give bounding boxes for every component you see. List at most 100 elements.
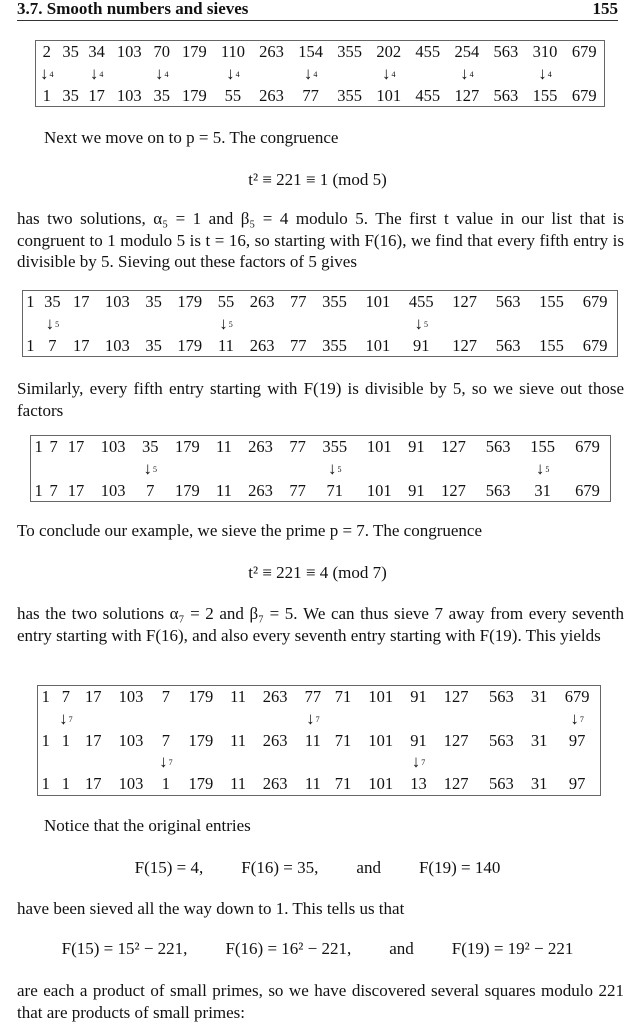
table-cell: 455 xyxy=(415,85,441,105)
equation: t² ≡ 221 ≡ 4 (mod 7) xyxy=(248,563,387,582)
sieve-arrow-icon xyxy=(284,313,313,335)
sieve-arrow-icon xyxy=(358,751,403,773)
table-cell: 563 xyxy=(485,480,511,500)
table-cell: 155 xyxy=(539,292,564,312)
table-cell: 31 xyxy=(530,730,548,750)
equation: F(15) = 4, F(16) = 35, and F(19) = 140 xyxy=(0,857,635,879)
table-cell: 1 xyxy=(26,292,35,312)
sieve-arrow-icon xyxy=(479,751,524,773)
table-cell: 1 xyxy=(41,774,50,794)
table-cell: 77 xyxy=(302,85,319,105)
sieve-arrow-icon xyxy=(328,751,358,773)
sieve-arrow-icon xyxy=(253,751,298,773)
value-row: 2 35 34 103 70 179 110 263 154 355 202 455 254 563 310… xyxy=(36,41,605,63)
eq-part: F(16) = 16² − 221, xyxy=(225,939,352,958)
table-cell: 355 xyxy=(337,85,362,105)
arrow-row: ↓4 ↓4 ↓4 ↓4 ↓4 ↓4 ↓4 ↓4 xyxy=(36,63,605,85)
table-cell: 35 xyxy=(44,292,61,312)
table-cell: 127 xyxy=(443,774,469,794)
table-cell: 1 xyxy=(26,335,35,355)
table-cell: 563 xyxy=(495,335,521,355)
sieve-arrow-icon: ↓4 xyxy=(538,63,552,83)
sieve-arrow-icon xyxy=(402,458,432,480)
sieve-arrow-icon xyxy=(38,708,54,730)
table-cell: 563 xyxy=(493,42,519,62)
sieve-arrow-icon: ↓5 xyxy=(45,313,60,333)
sieve-arrow-icon xyxy=(443,313,486,335)
table-cell: 263 xyxy=(259,85,284,105)
arrow-row: ↓7 ↓7 ↓7 xyxy=(38,708,601,730)
table-cell: 71 xyxy=(326,480,343,500)
table-cell: 17 xyxy=(85,730,102,750)
table-cell: 2 xyxy=(42,42,51,62)
sieve-arrow-icon xyxy=(530,313,573,335)
sieve-arrow-icon: ↓4 xyxy=(381,63,396,83)
table-cell: 127 xyxy=(454,85,480,105)
table-cell: 679 xyxy=(564,687,590,707)
table-cell: 11 xyxy=(304,774,321,794)
sieve-table-mod7: 1 7 17 103 7 179 11 263 77 71 101 91 127 563 31 679 ↓7 ↓7… xyxy=(37,685,601,796)
sieve-arrow-icon xyxy=(54,751,79,773)
table-cell: 17 xyxy=(85,774,102,794)
table-cell: 103 xyxy=(105,292,130,312)
table-cell: 263 xyxy=(262,730,288,750)
table-cell: 179 xyxy=(174,480,200,500)
sieve-arrow-icon xyxy=(23,313,38,335)
table-cell: 155 xyxy=(530,437,555,457)
table-cell: 1 xyxy=(42,85,51,105)
table-cell: 17 xyxy=(85,687,102,707)
table-cell: 179 xyxy=(188,774,214,794)
table-cell: 103 xyxy=(100,480,126,500)
table-cell: 179 xyxy=(188,687,214,707)
sieve-arrow-icon xyxy=(486,63,525,85)
sieve-table-mod5-a: 1 35 17 103 35 179 55 263 77 355 101 455 127 563 155 67… xyxy=(22,290,618,357)
table-cell: 263 xyxy=(248,437,273,457)
table-cell: 563 xyxy=(493,85,519,105)
table-cell: 101 xyxy=(365,335,391,355)
table-cell: 127 xyxy=(443,730,469,750)
table-cell: 179 xyxy=(188,730,214,750)
sieve-arrow-icon xyxy=(91,458,136,480)
table-cell: 77 xyxy=(289,480,306,500)
table-cell: 455 xyxy=(415,42,441,62)
table-cell: 31 xyxy=(530,687,548,707)
table-cell: 355 xyxy=(337,42,362,62)
table-cell: 1 xyxy=(61,774,70,794)
paragraph: Similarly, every fifth entry starting wi… xyxy=(17,379,624,420)
table-cell: 310 xyxy=(532,42,558,62)
sieve-arrow-icon xyxy=(154,708,179,730)
sieve-arrow-icon xyxy=(298,751,328,773)
table-cell: 155 xyxy=(532,85,558,105)
table-cell: 91 xyxy=(408,437,425,457)
value-row: 1 1 17 103 7 179 11 263 11 71 101 91 127 563 31 97 xyxy=(38,730,601,752)
table-cell: 179 xyxy=(181,85,207,105)
sieve-arrow-icon xyxy=(434,708,479,730)
table-cell: 35 xyxy=(145,335,162,355)
section-title: 3.7. Smooth numbers and sieves xyxy=(17,0,249,18)
table-cell: 11 xyxy=(230,730,246,750)
sieve-arrow-icon: ↓5 xyxy=(414,313,429,333)
table-cell: 11 xyxy=(215,480,232,500)
table-cell: 679 xyxy=(571,42,597,62)
sieve-arrow-icon xyxy=(252,63,291,85)
table-cell: 455 xyxy=(408,292,434,312)
table-cell: 11 xyxy=(217,335,234,355)
table-cell: 263 xyxy=(259,42,284,62)
sieve-arrow-icon xyxy=(524,751,554,773)
sieve-arrow-icon xyxy=(476,458,521,480)
table-cell: 31 xyxy=(530,774,548,794)
sieve-arrow-icon: ↓4 xyxy=(226,63,240,83)
sieve-arrow-icon xyxy=(31,458,47,480)
value-row: 1 35 17 103 35 179 55 263 77 355 101 455 127 563 155 67… xyxy=(36,85,605,107)
table-cell: 70 xyxy=(153,42,171,62)
sieve-arrow-icon xyxy=(313,313,356,335)
table-cell: 77 xyxy=(289,437,306,457)
table-cell: 101 xyxy=(365,292,391,312)
value-row: 1 7 17 103 35 179 11 263 77 355 101 91 127 563 155 679 xyxy=(31,436,611,458)
table-cell: 91 xyxy=(408,480,425,500)
table-cell: 103 xyxy=(100,437,126,457)
table-cell: 103 xyxy=(105,335,130,355)
table-cell: 263 xyxy=(262,774,288,794)
sieve-arrow-icon xyxy=(61,458,91,480)
table-cell: 34 xyxy=(88,42,105,62)
